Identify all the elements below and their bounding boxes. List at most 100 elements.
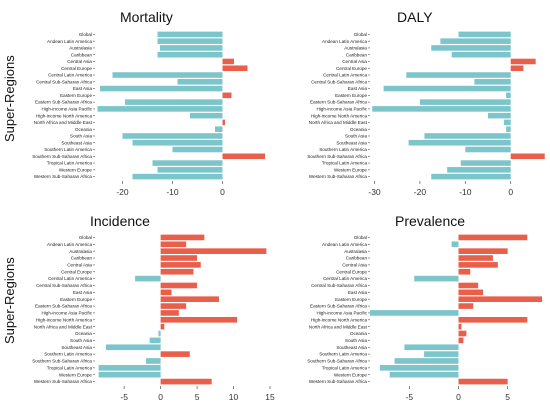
category-label: Eastern Sub-Saharan Africa [35, 100, 92, 105]
bar [132, 173, 223, 180]
bar [447, 167, 511, 173]
bar [383, 85, 511, 92]
category-label: Western Europe [59, 167, 93, 172]
bar [414, 275, 459, 282]
bar [160, 262, 201, 268]
category-label: Global [79, 235, 92, 240]
category-label: Southern Latin America [319, 352, 367, 357]
bar [419, 99, 511, 105]
bar [222, 58, 234, 65]
category-label: North Africa and Middle East [309, 120, 368, 125]
category-label: High-income Asia Pacific [316, 311, 367, 316]
bar [431, 173, 511, 180]
bar [379, 365, 459, 371]
panel-title: Incidence [90, 213, 150, 229]
bar [406, 72, 511, 78]
category-label: East Asia [348, 86, 368, 91]
category-label: Global [354, 235, 367, 240]
bar [146, 358, 161, 364]
x-tick-label: 10 [229, 392, 239, 402]
category-label: Tropical Latin America [322, 365, 368, 370]
x-tick-label: -5 [406, 392, 414, 402]
category-label: Caribbean [346, 52, 368, 57]
x-tick-label: -20 [116, 187, 129, 197]
category-label: Central Latin America [48, 276, 92, 281]
bar [503, 119, 511, 126]
bar [160, 316, 238, 323]
bar [458, 323, 462, 330]
category-label: Southern Latin America [44, 147, 92, 152]
bar [370, 310, 459, 316]
category-label: Southeast Asia [61, 345, 92, 350]
category-label: Caribbean [346, 256, 368, 261]
category-label: Eastern Sub-Saharan Africa [310, 100, 367, 105]
bar [222, 65, 248, 72]
category-label: Andean Latin America [322, 242, 367, 247]
category-label: Eastern Europe [335, 93, 367, 98]
category-label: Southern Sub-Saharan Africa [307, 154, 367, 159]
category-label: High-income North America [36, 317, 93, 322]
bar [424, 351, 459, 357]
bar [458, 296, 543, 303]
category-label: Central Asia [67, 59, 92, 64]
x-tick-label: 0 [508, 187, 513, 197]
category-label: Southern Sub-Saharan Africa [307, 359, 367, 364]
bar [389, 371, 459, 378]
x-tick-label: -20 [414, 187, 427, 197]
panel-title: Mortality [120, 9, 173, 25]
x-tick-label: -5 [120, 392, 128, 402]
bar [160, 255, 198, 261]
bar [394, 358, 459, 364]
x-tick-label: 0 [158, 392, 163, 402]
bar [474, 79, 511, 85]
category-label: High-income Asia Pacific [41, 106, 92, 111]
category-label: South Asia [345, 134, 367, 139]
category-label: Eastern Europe [60, 297, 92, 302]
category-label: Southeast Asia [61, 140, 92, 145]
category-label: Oceania [350, 331, 368, 336]
category-label: Tropical Latin America [47, 365, 93, 370]
category-label: Caribbean [71, 52, 93, 57]
bar [458, 262, 498, 268]
bar [160, 282, 198, 289]
category-label: Southern Sub-Saharan Africa [32, 154, 92, 159]
bar [458, 337, 464, 344]
bar [424, 133, 511, 139]
bar [160, 296, 219, 303]
bar [458, 268, 471, 275]
category-label: Oceania [350, 127, 368, 132]
category-label: Global [79, 32, 92, 37]
bar [458, 316, 528, 323]
x-tick-label: -10 [459, 187, 472, 197]
panel-title: Prevalence [395, 213, 465, 229]
category-label: Eastern Europe [335, 297, 367, 302]
category-label: Oceania [75, 127, 93, 132]
bar [112, 72, 223, 78]
bar [510, 65, 524, 72]
category-label: Central Europe [336, 66, 367, 71]
bar [458, 289, 484, 296]
bar [458, 282, 479, 289]
category-label: Western Sub-Saharan Africa [309, 174, 368, 179]
category-label: Southern Latin America [319, 147, 367, 152]
bar [152, 160, 223, 166]
bar [122, 133, 223, 139]
category-label: North Africa and Middle East [34, 120, 93, 125]
category-label: Andean Latin America [47, 242, 92, 247]
x-tick-label: 0 [220, 187, 225, 197]
x-tick-label: -10 [166, 187, 179, 197]
bar [135, 275, 161, 282]
category-label: High-income Asia Pacific [316, 106, 367, 111]
bar [158, 330, 161, 337]
category-label: Eastern Europe [60, 93, 92, 98]
bar [458, 234, 528, 241]
bar [460, 160, 511, 166]
y-axis-label-top: Super-Regions [2, 55, 17, 142]
bar [157, 51, 223, 58]
category-label: Central Europe [61, 269, 92, 274]
bar [510, 153, 545, 160]
category-label: Central Asia [342, 59, 367, 64]
category-label: South Asia [70, 134, 92, 139]
category-label: Australasia [344, 46, 367, 51]
bar [160, 310, 179, 316]
